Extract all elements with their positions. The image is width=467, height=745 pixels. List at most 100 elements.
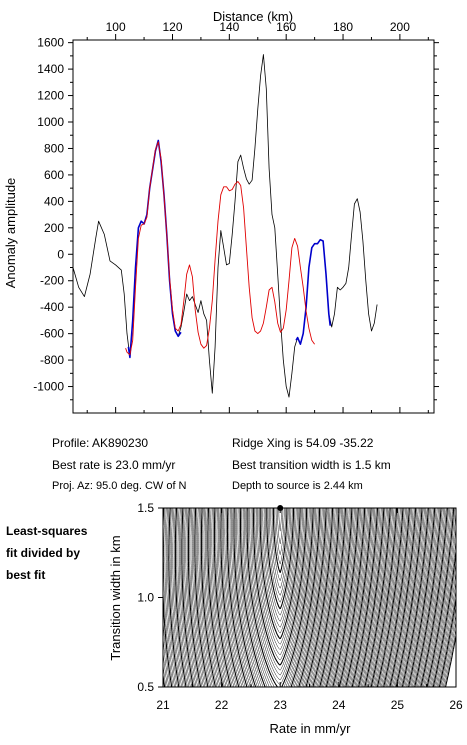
contour-level — [413, 508, 441, 687]
contour-level — [180, 508, 380, 687]
contour-level — [163, 508, 396, 687]
contour-level — [218, 508, 342, 687]
contour-level — [269, 508, 292, 596]
contour-level — [203, 508, 356, 687]
contour-level — [177, 508, 382, 687]
contour-level — [423, 508, 451, 687]
y-tick-label: 400 — [44, 194, 64, 208]
contour-level — [428, 508, 456, 687]
side-note-line-3: best fit — [6, 568, 46, 582]
contour-level — [185, 508, 374, 687]
contour-level — [224, 508, 336, 687]
contour-level — [164, 508, 395, 687]
contour-level — [163, 508, 401, 687]
contour-level — [189, 508, 371, 687]
y-tick-label: 1400 — [37, 62, 64, 76]
y-tick-label: 1600 — [37, 36, 64, 50]
y-tick-label: 0.5 — [137, 680, 154, 694]
contour-level — [172, 508, 387, 687]
contour-level — [412, 508, 439, 687]
contour-level — [219, 508, 341, 687]
contour-level — [263, 508, 297, 622]
contour-level — [274, 508, 286, 565]
contour-level — [237, 508, 323, 687]
y-tick-label: 1.5 — [137, 501, 154, 515]
contour-level — [173, 508, 386, 687]
model-profile-line — [125, 141, 315, 356]
contour-level — [416, 508, 444, 687]
contour-level — [246, 508, 314, 687]
contour-level — [192, 508, 368, 687]
anomaly-profile-chart: Distance (km) Anomaly amplitude 100 120 14… — [3, 9, 439, 414]
best-transition-label: Best transition width is 1.5 km — [232, 458, 391, 472]
contour-level — [235, 508, 326, 687]
contour-level — [420, 508, 448, 687]
contour-level — [249, 508, 311, 681]
contour-level — [258, 508, 302, 645]
profile-label: Profile: AK890230 — [52, 436, 149, 450]
contour-level — [212, 508, 347, 687]
x-tick-label: 21 — [156, 698, 170, 712]
x-tick-label: 140 — [219, 20, 239, 34]
y-tick-label: 1200 — [37, 89, 64, 103]
contour-level — [390, 508, 418, 687]
contour-level — [182, 508, 377, 687]
contour-level — [167, 508, 392, 687]
side-note-line-1: Least-squares — [6, 524, 88, 538]
contour-level — [171, 508, 388, 687]
contour-level — [410, 508, 438, 687]
x-tick-label: 160 — [276, 20, 296, 34]
x-tick-label: 22 — [215, 698, 229, 712]
contour-level — [216, 508, 344, 687]
contour-level — [418, 508, 446, 687]
contour-level — [407, 508, 436, 687]
contour-level — [208, 508, 351, 687]
x-tick-label: 24 — [332, 698, 346, 712]
contour-level — [232, 508, 328, 687]
contour-level — [278, 508, 282, 532]
x-tick-label: 200 — [390, 20, 410, 34]
contour-level — [271, 508, 289, 581]
contour-level — [405, 508, 433, 687]
contour-level — [163, 508, 402, 687]
y-tick-label: -800 — [40, 353, 64, 367]
contour-level — [239, 508, 321, 687]
x-tick-label: 100 — [106, 20, 126, 34]
contour-level — [174, 508, 385, 687]
contour-level — [210, 508, 350, 687]
contour-level — [245, 508, 315, 687]
contour-level — [431, 539, 456, 687]
contour-level — [387, 508, 414, 687]
side-note-line-2: fit divided by — [6, 546, 81, 560]
contour-level — [265, 508, 296, 616]
contour-level — [383, 508, 410, 687]
contour-level — [197, 508, 363, 687]
amplitude-axis-label: Anomaly amplitude — [3, 178, 18, 289]
contour-level — [255, 508, 305, 656]
contour-level — [430, 526, 456, 687]
contour-level — [275, 508, 285, 555]
contour-level — [165, 508, 394, 687]
contour-level — [233, 508, 327, 687]
contour-level — [437, 590, 456, 687]
contour-level — [199, 508, 360, 687]
depth-to-source-label: Depth to source is 2.44 km — [232, 480, 363, 492]
contour-level — [163, 508, 398, 687]
contour-level — [163, 508, 399, 687]
contour-level — [211, 508, 349, 687]
contour-level — [382, 508, 409, 687]
contour-level — [225, 508, 335, 687]
best-fit-marker — [277, 505, 284, 511]
observed-profile-line — [72, 54, 378, 398]
contour-level — [257, 508, 304, 650]
contour-level — [392, 508, 419, 687]
contour-level — [259, 508, 301, 640]
contour-level — [434, 562, 456, 687]
contour-level — [193, 508, 367, 687]
contour-level — [384, 508, 411, 687]
contour-level — [244, 508, 317, 687]
contour-level — [169, 508, 390, 687]
x-tick-label: 26 — [449, 698, 463, 712]
contour-level — [429, 511, 456, 687]
contour-level — [426, 508, 455, 687]
